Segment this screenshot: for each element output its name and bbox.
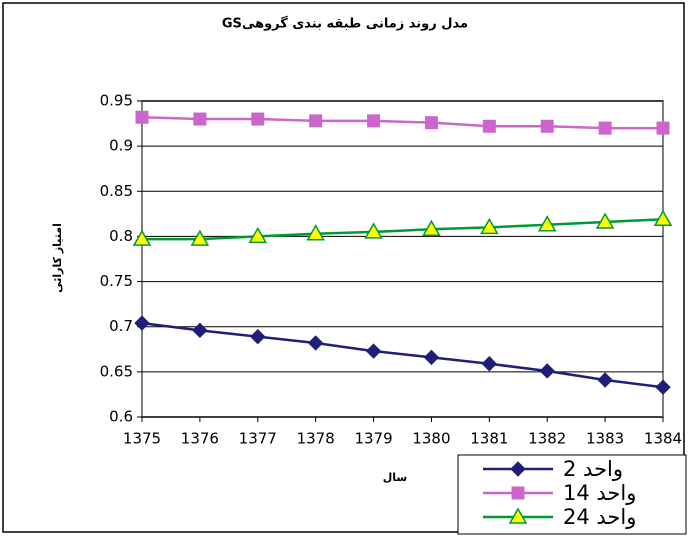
plot-area <box>141 100 664 418</box>
marker <box>134 315 150 331</box>
x-tick-label: 1383 <box>586 430 624 448</box>
series-line <box>142 218 664 241</box>
y-tick-label: 0.95 <box>100 92 133 110</box>
marker <box>537 215 557 232</box>
marker <box>135 110 149 124</box>
marker <box>132 229 152 246</box>
series-line <box>141 321 664 389</box>
marker <box>539 363 555 379</box>
marker <box>508 507 528 524</box>
marker <box>364 222 383 239</box>
marker <box>653 209 673 227</box>
marker <box>424 116 438 130</box>
y-tick-label: 0.75 <box>100 272 133 290</box>
marker <box>190 229 210 246</box>
x-tick-label: 1375 <box>123 430 161 448</box>
y-tick-label: 0.6 <box>109 408 133 426</box>
marker <box>510 461 526 477</box>
x-tick-label: 1379 <box>354 430 392 448</box>
y-tick-label: 0.7 <box>109 317 133 335</box>
y-tick-label: 0.9 <box>109 137 133 155</box>
y-tick-label: 0.85 <box>100 182 133 200</box>
marker <box>248 226 268 244</box>
marker <box>306 224 325 241</box>
marker <box>482 119 496 133</box>
marker <box>597 372 613 388</box>
legend-box <box>457 454 687 535</box>
marker <box>595 212 615 229</box>
legend-label: واحد 14 <box>563 481 636 505</box>
marker <box>192 322 208 339</box>
marker <box>307 335 324 351</box>
marker <box>480 217 499 235</box>
marker <box>250 328 266 345</box>
marker <box>309 114 323 128</box>
marker <box>655 379 671 395</box>
marker <box>365 343 382 359</box>
marker <box>540 119 554 133</box>
marker <box>598 121 612 135</box>
chart-title: مدل روند زمانی طبقه بندی گروهیGS <box>222 16 468 32</box>
y-tick-label: 0.8 <box>109 227 133 245</box>
y-axis-label: امتیاز کارائی <box>51 223 64 293</box>
x-tick-label: 1378 <box>297 430 335 448</box>
marker <box>367 114 381 128</box>
series-line <box>141 116 663 130</box>
x-tick-label: 1382 <box>528 430 566 448</box>
marker <box>481 356 498 372</box>
legend-label: واحد 2 <box>563 457 623 481</box>
x-tick-label: 1380 <box>412 430 450 448</box>
marker <box>422 219 441 236</box>
x-tick-label: 1377 <box>239 430 277 448</box>
y-tick-label: 0.65 <box>100 362 133 380</box>
marker <box>193 112 207 126</box>
legend-label: واحد 24 <box>563 505 636 529</box>
x-tick-label: 1384 <box>644 430 682 448</box>
x-axis-label: سال <box>383 471 408 484</box>
marker <box>511 486 525 500</box>
marker <box>656 121 670 135</box>
x-tick-label: 1376 <box>181 430 219 448</box>
x-tick-label: 1381 <box>470 430 508 448</box>
marker <box>423 349 440 366</box>
marker <box>251 112 265 126</box>
